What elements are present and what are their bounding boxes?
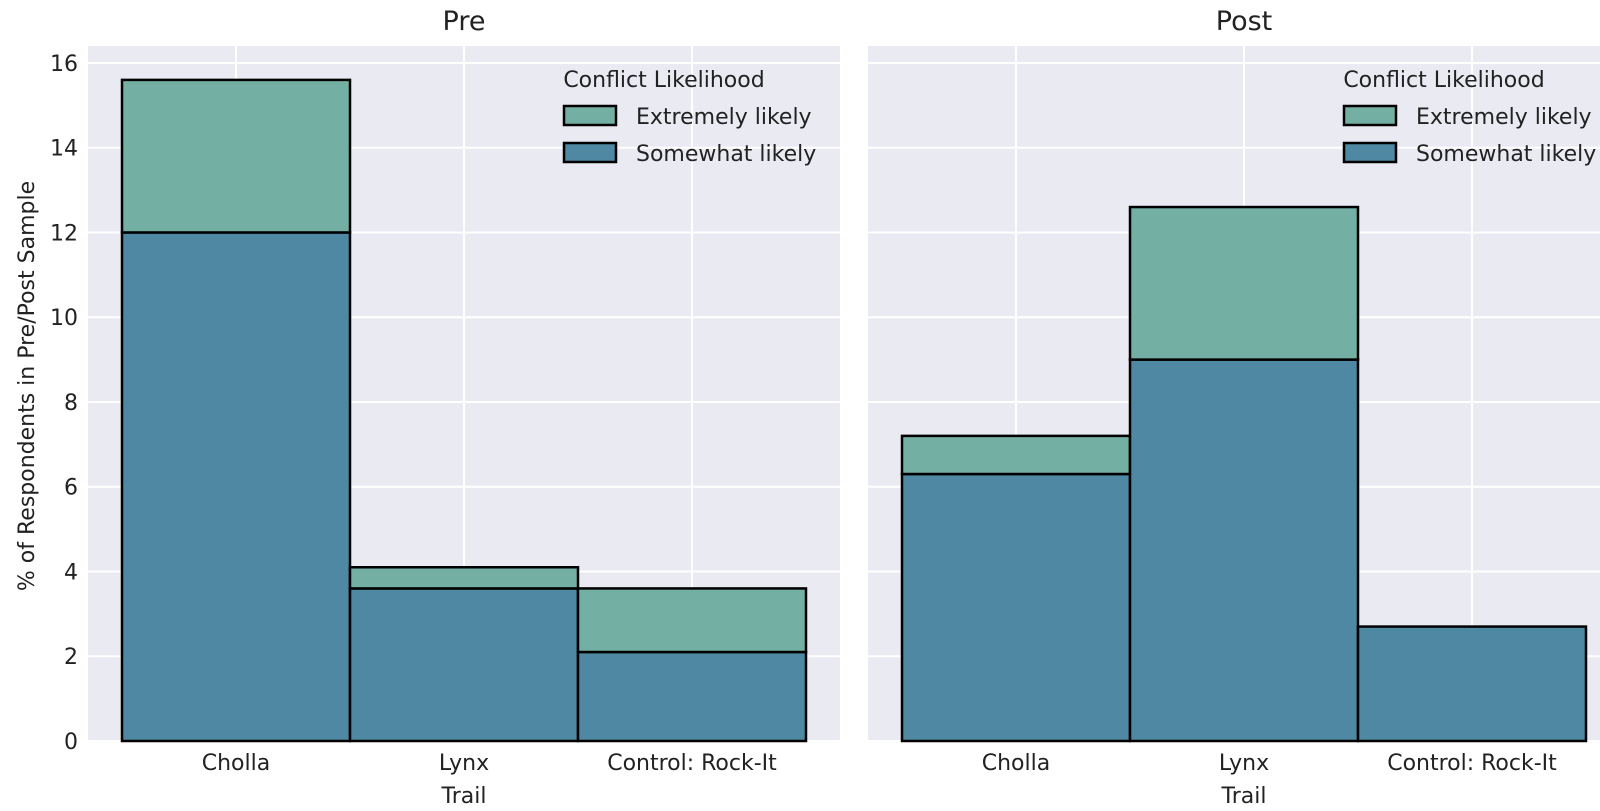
legend-swatch (562, 141, 618, 164)
panel-pre: 0 2 4 6 8 10 12 14 16 Cholla Lynx Control: Rock-It P… (50, 6, 840, 809)
bar-somewhat-likely (120, 231, 352, 743)
legend-label: Somewhat likely (636, 142, 816, 167)
legend-title: Conflict Likelihood (1343, 68, 1544, 93)
bar-somewhat-likely (900, 472, 1132, 743)
bar-extremely-likely (900, 434, 1132, 476)
y-tick-label: 16 (50, 52, 78, 77)
y-tick-label: 8 (64, 391, 78, 416)
y-tick-label: 10 (50, 306, 78, 331)
x-tick-label: Control: Rock-It (1387, 751, 1557, 776)
legend-title: Conflict Likelihood (563, 68, 764, 93)
legend: Conflict Likelihood Extremely likely Somew… (1342, 68, 1596, 167)
bar-somewhat-likely (1128, 358, 1360, 743)
y-tick-label: 12 (50, 221, 78, 246)
bar-somewhat-likely (1356, 625, 1588, 743)
y-tick-label: 14 (50, 137, 78, 162)
legend-label: Somewhat likely (1416, 142, 1596, 167)
x-tick-label: Cholla (982, 751, 1050, 776)
legend-swatch (1342, 104, 1398, 127)
x-tick-label: Cholla (202, 751, 270, 776)
y-tick-label: 0 (64, 730, 78, 755)
x-tick-label: Lynx (439, 751, 489, 776)
bar-somewhat-likely (348, 587, 580, 743)
bar-extremely-likely (120, 78, 352, 234)
legend-swatch (562, 104, 618, 127)
bar-extremely-likely (348, 566, 580, 590)
x-tick-label: Control: Rock-It (607, 751, 777, 776)
y-tick-label: 6 (64, 476, 78, 501)
bar-extremely-likely (1128, 205, 1360, 361)
legend-swatch (1342, 141, 1398, 164)
panel-title: Post (1216, 6, 1273, 37)
legend: Conflict Likelihood Extremely likely Somew… (562, 68, 816, 167)
y-axis-label: % of Respondents in Pre/Post Sample (15, 181, 40, 591)
bar-somewhat-likely (576, 650, 808, 743)
legend-label: Extremely likely (1416, 105, 1592, 130)
x-axis-label: Trail (441, 784, 487, 807)
panel-title: Pre (443, 6, 486, 37)
y-tick-label: 2 (64, 645, 78, 670)
panel-post: Cholla Lynx Control: Rock-It Post Trail Confl… (868, 6, 1600, 809)
x-axis-label: Trail (1221, 784, 1267, 807)
y-tick-label: 4 (64, 560, 78, 585)
bar-extremely-likely (576, 587, 808, 654)
legend-label: Extremely likely (636, 105, 812, 130)
x-tick-label: Lynx (1219, 751, 1269, 776)
